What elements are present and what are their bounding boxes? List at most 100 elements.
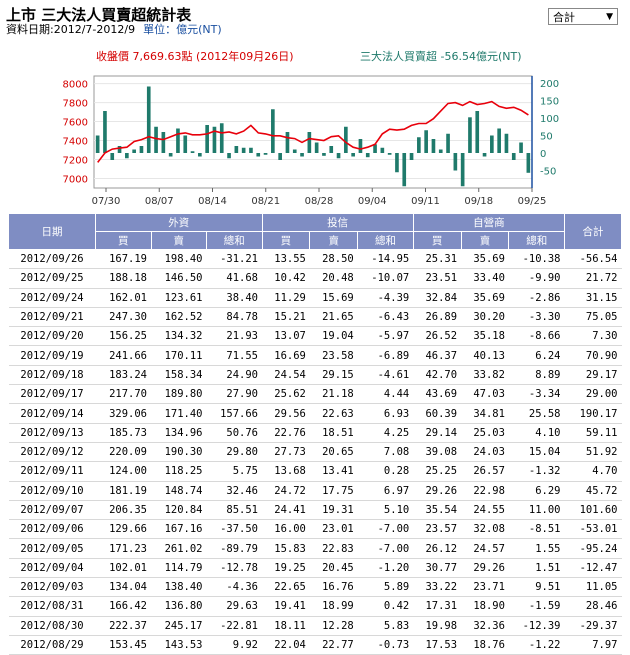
- cell-value: 29.80: [206, 442, 262, 463]
- net-bar: [431, 139, 436, 153]
- col-trust: 投信: [261, 213, 414, 232]
- cell-value: 9.51: [508, 577, 565, 598]
- cell-value: 22.98: [461, 481, 509, 501]
- table-row: 2012/09/07 206.35 120.84 85.51 24.41 19.31 5.1…: [8, 500, 622, 521]
- x-tick-label: 09/18: [464, 196, 493, 206]
- net-bar: [365, 153, 370, 158]
- table-row: 2012/08/31 166.42 136.80 29.63 19.41 18.99 0.4…: [8, 596, 622, 617]
- net-bar: [351, 153, 355, 157]
- cell-date: 2012/09/03: [8, 577, 96, 598]
- cell-value: 138.40: [151, 577, 207, 598]
- cell-value: 70.90: [564, 345, 622, 366]
- cell-value: 4.10: [508, 423, 565, 443]
- x-tick-label: 08/07: [145, 196, 174, 206]
- cell-date: 2012/08/29: [8, 635, 96, 655]
- cell-value: 60.39: [413, 403, 462, 424]
- cell-value: 162.52: [151, 307, 207, 328]
- col-foreign: 外資: [95, 213, 263, 232]
- cell-value: 23.57: [413, 519, 462, 540]
- net-bar: [490, 135, 494, 153]
- cell-value: 220.09: [95, 442, 151, 463]
- cell-value: 11.00: [508, 500, 565, 521]
- cell-value: 134.96: [151, 423, 207, 443]
- table-row: 2012/09/03 134.04 138.40 -4.36 22.65 16.76 5.8…: [8, 577, 622, 598]
- cell-value: 222.37: [95, 616, 151, 636]
- net-bar: [300, 153, 304, 157]
- sub-net: 總和: [508, 231, 565, 250]
- cell-value: 7.30: [564, 326, 622, 347]
- cell-value: 12.28: [309, 616, 358, 636]
- table-row: 2012/09/04 102.01 114.79 -12.78 19.25 20.45 -1…: [8, 558, 622, 579]
- cell-value: 148.74: [151, 481, 207, 501]
- cell-value: 33.22: [413, 577, 462, 598]
- cell-value: 11.29: [262, 288, 310, 308]
- cell-value: 166.42: [95, 596, 151, 617]
- cell-value: 7.97: [564, 635, 622, 655]
- cell-value: 29.00: [564, 384, 622, 405]
- table-row: 2012/09/21 247.30 162.52 84.78 15.21 21.65 -6.…: [8, 307, 622, 328]
- cell-value: 29.26: [461, 558, 509, 579]
- page-header: 上市 三大法人買賣超統計表 資料日期:2012/7-2012/9 單位：億元(NT…: [0, 0, 630, 38]
- cell-value: 21.18: [309, 384, 358, 405]
- cell-value: 46.37: [413, 345, 462, 366]
- net-bar: [511, 153, 516, 160]
- cell-value: 189.80: [151, 384, 207, 405]
- net-bar: [504, 133, 509, 153]
- cell-value: 247.30: [95, 307, 151, 328]
- cell-value: 9.92: [206, 635, 262, 655]
- net-bar: [263, 153, 268, 155]
- cell-date: 2012/09/12: [8, 442, 96, 463]
- sub-sell: 賣: [150, 231, 207, 250]
- cell-value: 27.90: [206, 384, 262, 405]
- combo-chart: 收盤價 7,669.63點 (2012年09月26日) 三大法人買賣超 -56.…: [63, 49, 560, 206]
- cell-value: 35.69: [461, 288, 509, 308]
- cell-value: 32.08: [461, 519, 509, 540]
- cell-value: 24.55: [461, 500, 509, 521]
- cell-value: 206.35: [95, 500, 151, 521]
- table-row: 2012/09/17 217.70 189.80 27.90 25.62 21.18 4.4…: [8, 384, 622, 405]
- cell-value: 22.76: [262, 423, 310, 443]
- cell-date: 2012/09/24: [8, 288, 96, 308]
- x-tick-label: 08/14: [198, 196, 227, 206]
- table-row: 2012/09/13 185.73 134.96 50.76 22.76 18.51 4.2…: [8, 423, 622, 443]
- cell-value: 24.03: [461, 442, 509, 463]
- net-bar: [234, 146, 239, 153]
- cell-value: 0.42: [357, 596, 414, 617]
- x-tick-label: 09/04: [358, 196, 387, 206]
- date-range-line: 資料日期:2012/7-2012/9 單位：億元(NT): [6, 21, 222, 37]
- cell-value: -29.37: [564, 616, 622, 636]
- sub-net: 總和: [206, 231, 263, 250]
- right-tick-label: 0: [540, 149, 546, 160]
- cell-value: 26.89: [413, 307, 462, 328]
- cell-value: 5.10: [357, 500, 414, 521]
- series-select-value: 合計: [553, 11, 575, 24]
- cell-value: 6.97: [357, 481, 414, 501]
- cell-value: 114.79: [151, 558, 207, 579]
- cell-value: 6.24: [508, 345, 565, 366]
- net-bar: [519, 142, 523, 153]
- cell-value: -22.81: [206, 616, 262, 636]
- net-bar: [446, 133, 450, 153]
- date-range: 資料日期:2012/7-2012/9: [6, 23, 136, 36]
- net-bar: [322, 153, 326, 156]
- cell-value: -3.30: [508, 307, 565, 328]
- series-select[interactable]: 合計 ▼: [548, 8, 618, 25]
- cell-value: 35.69: [461, 249, 509, 270]
- table-row: 2012/09/25 188.18 146.50 41.68 10.42 20.48 -10…: [8, 268, 622, 289]
- cell-value: -5.97: [357, 326, 414, 347]
- cell-value: 198.40: [151, 249, 207, 270]
- cell-value: 17.53: [413, 635, 462, 655]
- cell-value: 25.58: [508, 403, 565, 424]
- net-bar: [117, 146, 122, 153]
- cell-value: -6.89: [357, 345, 414, 366]
- cell-value: 32.46: [206, 481, 262, 501]
- cell-value: 30.77: [413, 558, 462, 579]
- cell-value: 22.63: [309, 403, 358, 424]
- cell-value: 15.21: [262, 307, 310, 328]
- cell-value: 134.32: [151, 326, 207, 347]
- sub-buy: 買: [412, 231, 462, 250]
- net-bar: [227, 153, 231, 159]
- net-bar: [190, 151, 195, 153]
- net-bar: [329, 146, 334, 153]
- x-tick-label: 08/28: [305, 196, 334, 206]
